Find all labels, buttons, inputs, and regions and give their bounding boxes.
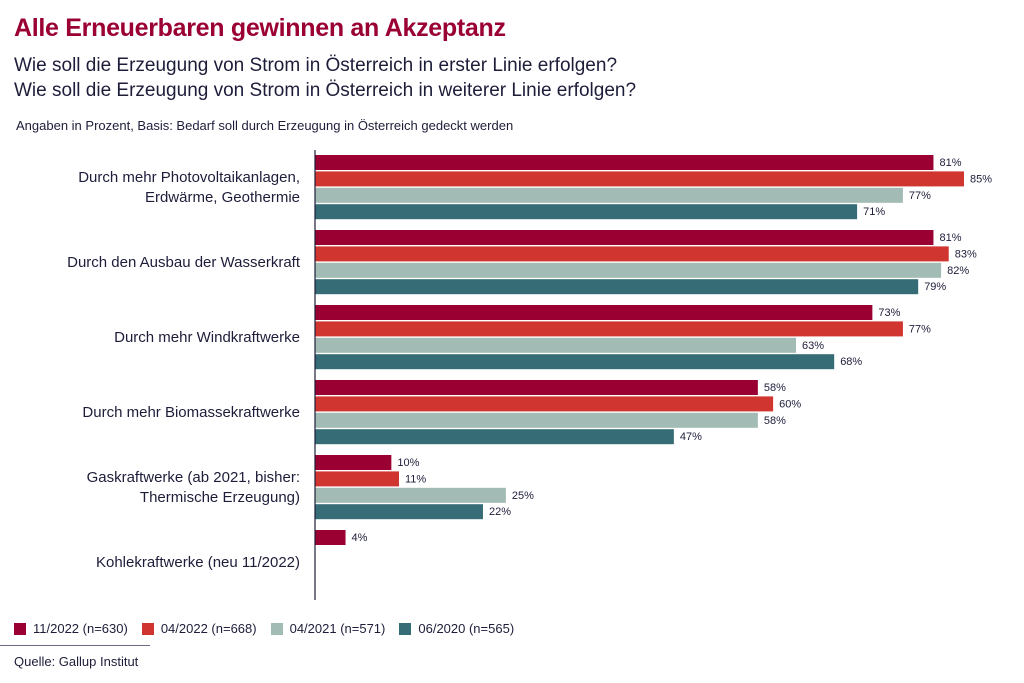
- bar: [315, 321, 903, 337]
- data-label: 77%: [909, 323, 931, 335]
- bar: [315, 155, 934, 170]
- legend-item: 06/2020 (n=565): [399, 621, 514, 636]
- legend-swatch: [270, 622, 283, 635]
- bar: [315, 171, 964, 187]
- bar: [315, 471, 399, 487]
- source: Quelle: Gallup Institut: [14, 654, 139, 669]
- bar: [315, 412, 758, 428]
- data-label: 25%: [512, 490, 534, 502]
- bar: [315, 504, 483, 520]
- category-label: Durch mehr Photovoltaikanlagen, Erdwärme,…: [78, 169, 300, 206]
- data-label: 71%: [863, 206, 885, 218]
- data-label: 10%: [397, 457, 419, 469]
- category-label: Durch mehr Windkraftwerke: [114, 329, 300, 346]
- data-label: 82%: [947, 265, 969, 277]
- data-label: 73%: [878, 307, 900, 319]
- data-label: 68%: [840, 356, 862, 368]
- legend-item: 11/2022 (n=630): [14, 621, 128, 636]
- category-label: Gaskraftwerke (ab 2021, bisher: Thermisch…: [87, 469, 300, 506]
- legend-swatch: [141, 622, 154, 635]
- legend-item: 04/2022 (n=668): [141, 621, 257, 636]
- bar: [315, 305, 873, 320]
- chart-title: Alle Erneuerbaren gewinnen an Akzeptanz: [14, 14, 506, 42]
- data-label: 77%: [909, 190, 931, 202]
- legend-item: 04/2021 (n=571): [270, 621, 386, 636]
- data-label: 79%: [924, 281, 946, 293]
- bar: [315, 429, 674, 445]
- data-label: 4%: [352, 532, 368, 544]
- bar: [315, 487, 506, 503]
- data-label: 85%: [970, 173, 992, 185]
- bar: [315, 380, 758, 395]
- legend-label: 11/2022 (n=630): [33, 621, 128, 636]
- data-label: 63%: [802, 340, 824, 352]
- bar: [315, 396, 774, 412]
- subtitle-2: Wie soll die Erzeugung von Strom in Öste…: [14, 80, 637, 101]
- category-label: Kohlekraftwerke (neu 11/2022): [96, 554, 300, 571]
- chart-note: Angaben in Prozent, Basis: Bedarf soll d…: [16, 118, 514, 133]
- bar: [315, 337, 797, 353]
- data-label: 58%: [764, 415, 786, 427]
- data-label: 81%: [939, 232, 961, 244]
- divider: [0, 645, 150, 646]
- data-label: 60%: [779, 398, 801, 410]
- data-label: 11%: [405, 473, 426, 485]
- legend-label: 04/2022 (n=668): [160, 621, 257, 636]
- subtitle-1: Wie soll die Erzeugung von Strom in Öste…: [14, 55, 618, 76]
- category-label: Durch den Ausbau der Wasserkraft: [67, 254, 301, 271]
- category-label: Durch mehr Biomassekraftwerke: [82, 404, 300, 421]
- legend-label: 04/2021 (n=571): [289, 621, 386, 636]
- bar: [315, 187, 903, 203]
- data-label: 47%: [680, 431, 702, 443]
- legend-swatch: [399, 622, 412, 635]
- bar: [315, 230, 934, 245]
- legend-swatch: [14, 622, 26, 635]
- bar: [315, 354, 835, 370]
- legend: 11/2022 (n=630) 04/2022 (n=668) 04/2021 (n…: [14, 621, 514, 636]
- data-label: 83%: [955, 248, 977, 260]
- bar: [315, 204, 858, 220]
- data-label: 22%: [489, 506, 511, 518]
- bar: [315, 262, 942, 278]
- bar: [315, 246, 949, 262]
- data-label: 81%: [939, 157, 961, 169]
- bar: [315, 530, 346, 545]
- bar: [315, 455, 392, 470]
- data-label: 58%: [764, 382, 786, 394]
- bar: [315, 279, 919, 295]
- legend-label: 06/2020 (n=565): [418, 621, 515, 636]
